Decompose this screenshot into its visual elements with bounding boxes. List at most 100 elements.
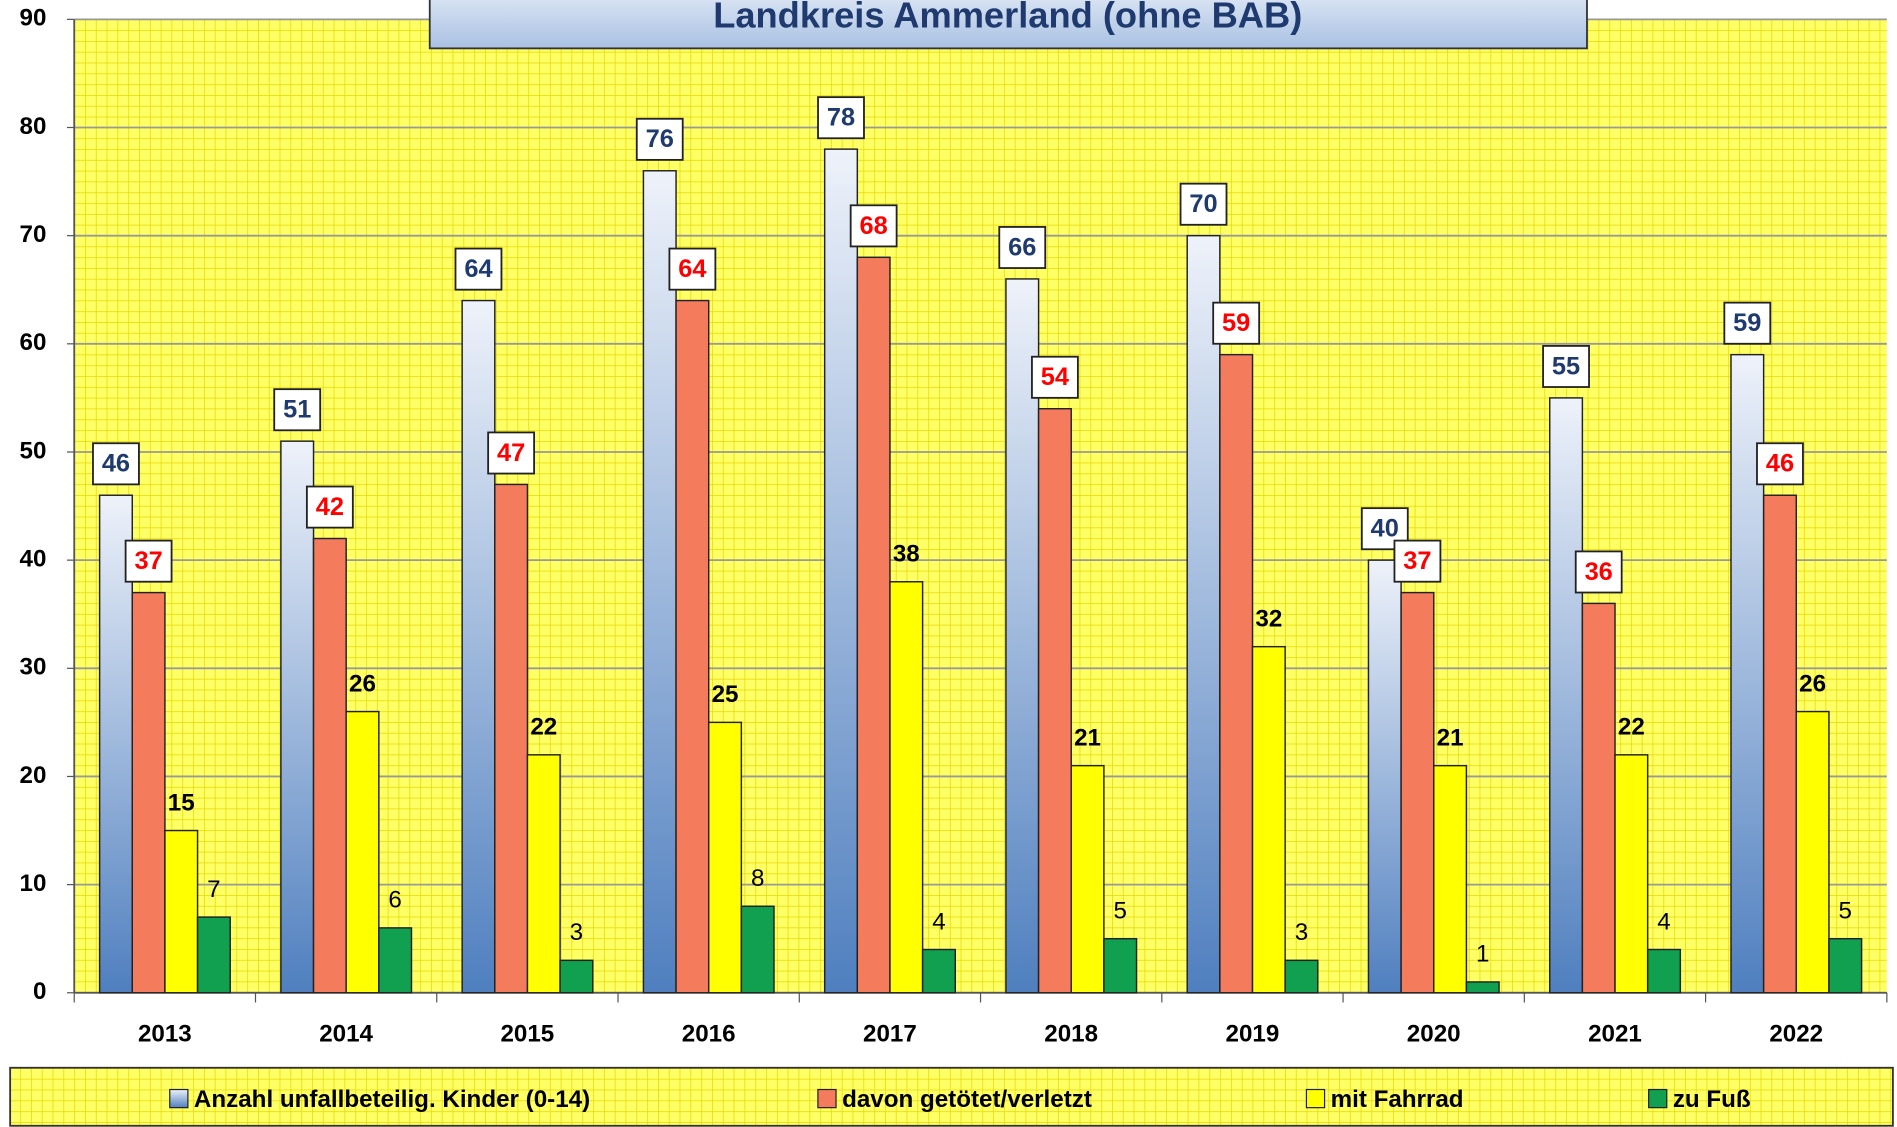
- data-label: 46: [102, 450, 130, 478]
- data-label: 66: [1008, 233, 1036, 261]
- data-label-box: [92, 442, 140, 486]
- data-label-box: [454, 247, 503, 291]
- legend-swatch: [1648, 1088, 1668, 1109]
- bar: [559, 959, 594, 994]
- legend-label: zu Fuß: [1673, 1086, 1751, 1113]
- legend-box: [9, 1066, 1894, 1127]
- data-label-box: [1756, 442, 1804, 486]
- bar: [1070, 764, 1105, 994]
- data-label: 42: [316, 493, 344, 521]
- data-label: 4: [1657, 908, 1670, 935]
- data-label: 38: [893, 541, 920, 568]
- data-label: 55: [1552, 352, 1580, 380]
- data-label-box: [1723, 301, 1772, 345]
- y-tick-label: 80: [20, 113, 47, 140]
- x-tick-label: 2014: [319, 1020, 373, 1047]
- data-label: 21: [1074, 724, 1101, 751]
- bar: [675, 299, 710, 994]
- data-label: 59: [1222, 309, 1250, 337]
- data-label: 26: [349, 670, 376, 697]
- data-label-box: [124, 539, 173, 583]
- data-label-box: [487, 431, 536, 475]
- data-label: 54: [1041, 363, 1069, 391]
- data-label: 70: [1189, 190, 1217, 218]
- data-label: 64: [464, 255, 492, 283]
- data-label-box: [273, 388, 322, 432]
- data-label-box: [849, 204, 898, 248]
- data-label: 76: [646, 125, 674, 153]
- bar: [1828, 937, 1863, 994]
- bar: [1762, 494, 1798, 994]
- x-tick-label: 2018: [1044, 1020, 1098, 1047]
- bar: [1400, 591, 1435, 994]
- bar: [1614, 754, 1649, 994]
- data-label: 3: [570, 919, 583, 946]
- bar: [164, 829, 199, 994]
- data-label: 26: [1799, 670, 1826, 697]
- y-tick-label: 0: [33, 978, 46, 1005]
- data-label: 8: [751, 865, 764, 892]
- data-label: 1: [1476, 941, 1489, 968]
- data-label: 36: [1585, 558, 1613, 586]
- bar: [378, 927, 413, 994]
- bar: [1284, 959, 1319, 994]
- data-label-box: [635, 117, 684, 161]
- data-label-box: [1393, 539, 1442, 583]
- x-tick-label: 2019: [1226, 1020, 1280, 1047]
- bar: [1037, 407, 1072, 994]
- y-tick-label: 20: [20, 762, 47, 789]
- bar: [494, 483, 529, 994]
- data-label: 78: [827, 104, 855, 132]
- bar: [1433, 764, 1468, 994]
- data-label: 46: [1766, 450, 1794, 478]
- bar: [642, 170, 677, 994]
- data-label: 4: [932, 908, 945, 935]
- legend-label: Anzahl unfallbeteilig. Kinder (0-14): [194, 1086, 590, 1113]
- data-label: 21: [1437, 724, 1464, 751]
- data-label: 5: [1113, 897, 1126, 924]
- bar: [1795, 710, 1830, 994]
- x-tick-label: 2020: [1407, 1020, 1461, 1047]
- data-label: 40: [1371, 515, 1399, 543]
- y-tick-label: 90: [20, 5, 47, 32]
- data-label: 51: [283, 396, 311, 424]
- bar: [280, 440, 315, 994]
- bar: [131, 591, 166, 994]
- bar: [856, 256, 891, 994]
- legend-swatch: [817, 1088, 837, 1109]
- bar: [526, 754, 561, 994]
- title-box: [428, 0, 1588, 50]
- bar: [707, 721, 743, 994]
- bar: [1549, 397, 1584, 994]
- y-tick-label: 30: [20, 654, 47, 681]
- bar: [1367, 559, 1402, 994]
- data-label: 32: [1255, 605, 1282, 632]
- y-tick-label: 10: [20, 870, 47, 897]
- x-tick-label: 2016: [682, 1020, 736, 1047]
- bar: [1465, 981, 1500, 994]
- x-tick-label: 2021: [1588, 1020, 1642, 1047]
- data-label: 68: [860, 212, 888, 240]
- data-label: 22: [530, 714, 557, 741]
- bar: [196, 916, 231, 994]
- chart-title: Landkreis Ammerland (ohne BAB): [713, 0, 1302, 36]
- data-label: 3: [1295, 919, 1308, 946]
- bar: [1103, 937, 1138, 994]
- data-label-box: [305, 485, 354, 529]
- data-label: 37: [1403, 547, 1431, 575]
- x-tick-label: 2013: [138, 1020, 192, 1047]
- data-label-box: [1179, 182, 1228, 226]
- bar: [921, 948, 956, 994]
- data-label: 5: [1839, 897, 1852, 924]
- bar: [1581, 602, 1616, 994]
- bar: [312, 537, 347, 994]
- legend-swatch: [169, 1088, 189, 1109]
- bar: [1186, 234, 1221, 994]
- data-label-box: [668, 247, 717, 291]
- data-label-box: [1542, 344, 1590, 388]
- legend-label: mit Fahrrad: [1331, 1086, 1464, 1113]
- y-tick-label: 40: [20, 546, 47, 573]
- data-label: 25: [712, 681, 739, 708]
- bar: [1251, 645, 1286, 994]
